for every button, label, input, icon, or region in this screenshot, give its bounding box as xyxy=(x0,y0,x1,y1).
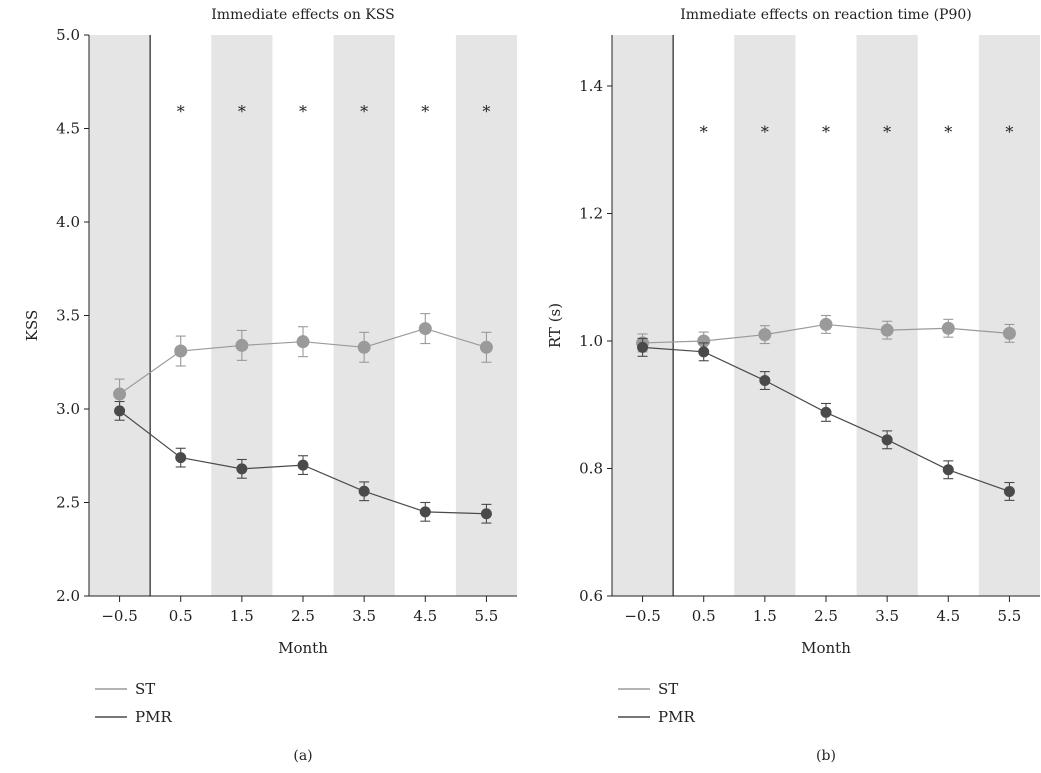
chart-0-data-point-pmr xyxy=(175,452,187,464)
chart-1-data-point-st xyxy=(819,317,833,331)
chart-0-legend-label-pmr: PMR xyxy=(135,708,172,726)
chart-1-data-point-pmr xyxy=(1003,485,1015,497)
chart-1-data-point-pmr xyxy=(881,434,893,446)
chart-0-x-tick-label: 4.5 xyxy=(413,607,437,625)
chart-1-data-point-st xyxy=(758,328,772,342)
chart-0-data-point-pmr xyxy=(358,485,370,497)
chart-0-y-tick-label: 2.5 xyxy=(56,494,80,512)
chart-1-legend-label-st: ST xyxy=(658,680,678,698)
chart-0-significance-marker: * xyxy=(177,102,185,121)
chart-1-x-tick-label: −0.5 xyxy=(624,607,660,625)
chart-1-data-point-pmr xyxy=(759,375,771,387)
chart-1-shaded-band-1 xyxy=(734,35,796,596)
chart-0-significance-marker: * xyxy=(299,102,307,121)
chart-1-y-tick-label: 0.6 xyxy=(579,587,603,605)
chart-0-legend-label-st: ST xyxy=(135,680,155,698)
chart-1-shaded-band-0 xyxy=(612,35,674,596)
chart-0-data-point-pmr xyxy=(480,508,492,520)
chart-1-significance-marker: * xyxy=(700,123,708,142)
chart-0-y-tick-label: 4.0 xyxy=(56,213,80,231)
chart-1-y-tick-label: 0.8 xyxy=(579,460,603,478)
chart-0-data-point-pmr xyxy=(114,405,126,417)
chart-0-x-tick-label: −0.5 xyxy=(101,607,137,625)
chart-1-data-point-st xyxy=(880,323,894,337)
chart-1-y-tick-label: 1.4 xyxy=(579,77,603,95)
chart-0-data-point-st xyxy=(479,340,493,354)
chart-0-x-tick-label: 0.5 xyxy=(169,607,193,625)
chart-1-data-point-pmr xyxy=(637,341,649,353)
chart-1-significance-marker: * xyxy=(883,123,891,142)
chart-0-data-point-pmr xyxy=(297,459,309,471)
chart-1-x-tick-label: 1.5 xyxy=(753,607,777,625)
panel-kss: 2.0 2.5 3.0 3.5 4.0 4.5 5.0 −0.5 0.5 1.5 2.5 3.5 4.5… xyxy=(23,7,517,764)
chart-0-x-tick-label: 2.5 xyxy=(291,607,315,625)
chart-0-significance-marker: * xyxy=(421,102,429,121)
chart-1-data-point-st xyxy=(697,334,711,348)
chart-1-data-point-pmr xyxy=(820,406,832,418)
chart-1-y-axis-label: RT (s) xyxy=(546,303,564,348)
chart-1-shaded-band-3 xyxy=(978,35,1040,596)
chart-0-x-tick-label: 3.5 xyxy=(352,607,376,625)
chart-0-significance-marker: * xyxy=(238,102,246,121)
chart-1-data-point-pmr xyxy=(942,464,954,476)
chart-0-data-point-st xyxy=(357,340,371,354)
chart-1-x-tick-label: 0.5 xyxy=(692,607,716,625)
chart-0-shaded-band-1 xyxy=(211,35,273,596)
chart-0-data-point-pmr xyxy=(236,463,248,475)
chart-1-y-tick-label: 1.2 xyxy=(579,205,603,223)
chart-1-significance-marker: * xyxy=(761,123,769,142)
chart-1-data-point-st xyxy=(1002,326,1016,340)
chart-0-data-point-st xyxy=(235,338,249,352)
chart-0-data-point-st xyxy=(113,387,127,401)
chart-0-x-axis-label: Month xyxy=(278,639,328,657)
chart-1-title: Immediate effects on reaction time (P90) xyxy=(680,7,971,23)
chart-1-significance-marker: * xyxy=(1005,123,1013,142)
chart-0-x-tick-label: 1.5 xyxy=(230,607,254,625)
chart-0-data-point-st xyxy=(296,335,310,349)
chart-0-shaded-band-3 xyxy=(455,35,517,596)
chart-1-significance-marker: * xyxy=(822,123,830,142)
chart-0-y-tick-label: 3.5 xyxy=(56,307,80,325)
chart-1-data-point-st xyxy=(941,321,955,335)
chart-1-x-tick-label: 4.5 xyxy=(936,607,960,625)
chart-0-y-tick-label: 5.0 xyxy=(56,26,80,44)
chart-1-legend-label-pmr: PMR xyxy=(658,708,695,726)
chart-0-y-tick-label: 2.0 xyxy=(56,587,80,605)
panel-reaction-time: 0.6 0.8 1.0 1.2 1.4 −0.5 0.5 1.5 2.5 3.5 4.5 5.5 Imm… xyxy=(546,7,1040,764)
chart-0-title: Immediate effects on KSS xyxy=(211,7,394,23)
chart-0-significance-marker: * xyxy=(360,102,368,121)
chart-1-y-tick-label: 1.0 xyxy=(579,332,603,350)
chart-0-y-axis-label: KSS xyxy=(23,310,41,342)
chart-1-panel-label: (b) xyxy=(816,748,836,764)
chart-1-significance-marker: * xyxy=(944,123,952,142)
chart-0-x-tick-label: 5.5 xyxy=(474,607,498,625)
chart-0-shaded-band-2 xyxy=(333,35,395,596)
chart-0-y-tick-label: 3.0 xyxy=(56,400,80,418)
chart-0-significance-marker: * xyxy=(482,102,490,121)
chart-1-x-tick-label: 5.5 xyxy=(997,607,1021,625)
chart-1-x-tick-label: 2.5 xyxy=(814,607,838,625)
chart-0-data-point-st xyxy=(418,322,432,336)
chart-0-y-tick-label: 4.5 xyxy=(56,120,80,138)
chart-0-shaded-band-0 xyxy=(89,35,151,596)
chart-1-shaded-band-2 xyxy=(856,35,918,596)
chart-0-panel-label: (a) xyxy=(293,748,312,764)
chart-1-data-point-pmr xyxy=(698,346,710,358)
chart-0-data-point-pmr xyxy=(419,506,431,518)
chart-1-x-axis-label: Month xyxy=(801,639,851,657)
chart-1-x-tick-label: 3.5 xyxy=(875,607,899,625)
chart-0-data-point-st xyxy=(174,344,188,358)
